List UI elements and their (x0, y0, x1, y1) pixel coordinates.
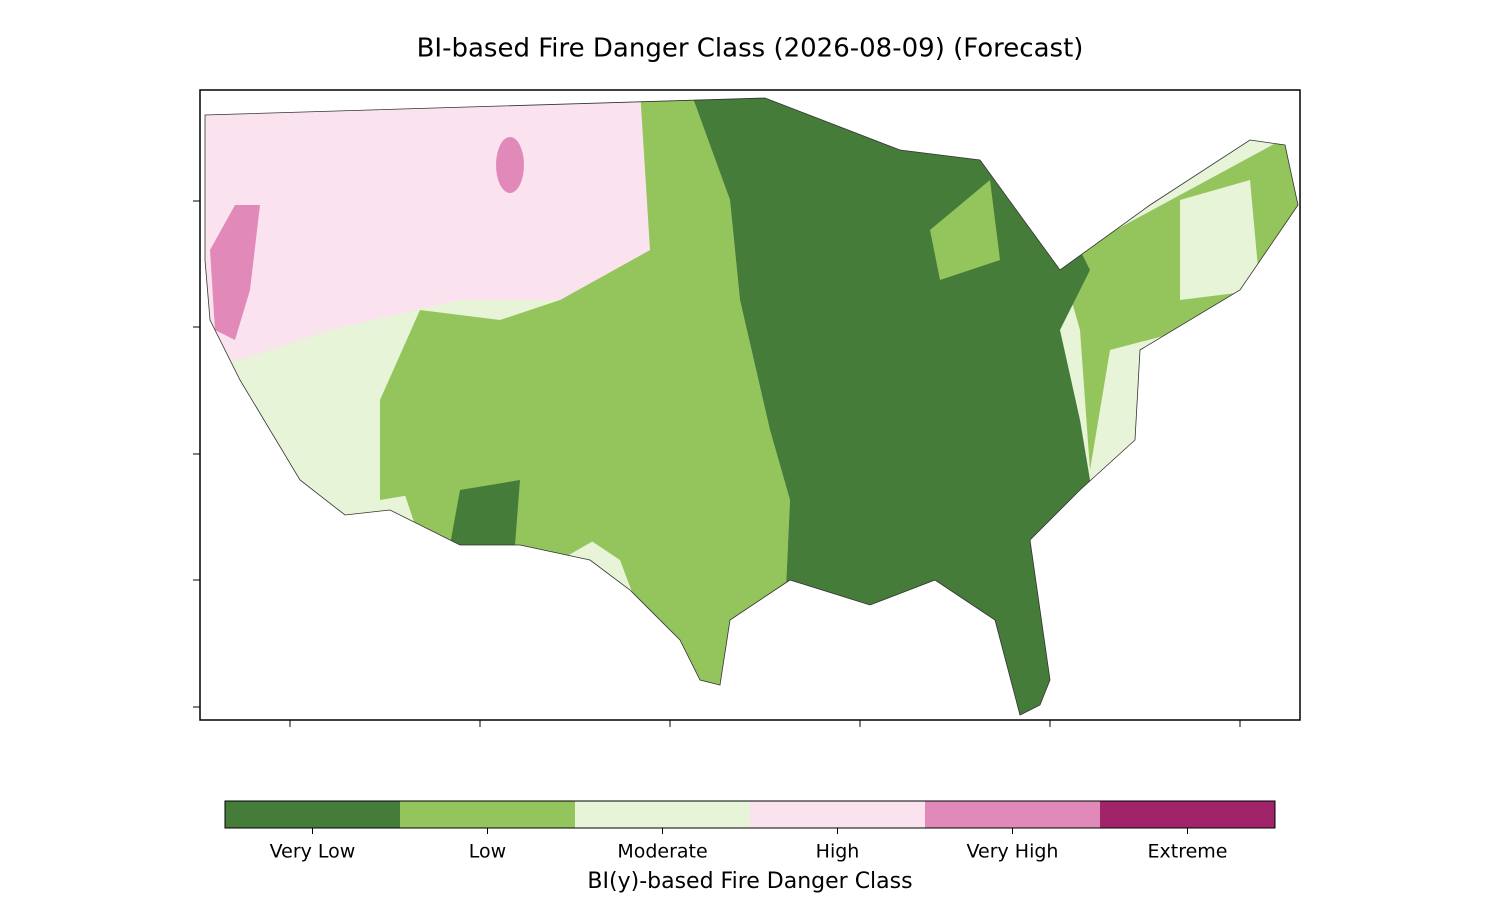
colorbar-tick-label: High (816, 841, 860, 863)
colorbar-segment (575, 801, 750, 828)
colorbar-frame (224, 800, 1276, 829)
colorbar-label: BI(y)-based Fire Danger Class (587, 869, 912, 894)
colorbar: Very Low Low Moderate High Very High Extreme (224, 800, 1276, 863)
map-region (450, 480, 520, 545)
colorbar-segment (750, 801, 925, 828)
colorbar-segment (1100, 801, 1275, 828)
map-region (380, 98, 790, 715)
colorbar-tick-label: Low (469, 841, 506, 863)
map (205, 98, 1298, 715)
us-outline (204, 97, 1299, 716)
frame-ticks (193, 200, 1241, 727)
colorbar-segment (925, 801, 1100, 828)
map-region (496, 137, 524, 193)
colorbar-tick-label: Very High (967, 841, 1059, 863)
map-region (205, 98, 650, 360)
map-title: BI-based Fire Danger Class (2026-08-09) … (417, 34, 1084, 64)
colorbar-segment (225, 801, 400, 828)
map-region (210, 205, 260, 340)
colorbar-segment (400, 801, 575, 828)
colorbar-tick-label: Moderate (617, 841, 707, 863)
map-region (380, 400, 630, 560)
colorbar-tick-label: Very Low (270, 841, 356, 863)
map-region (1180, 180, 1260, 300)
map-region (930, 180, 1000, 280)
map-frame (199, 89, 1301, 721)
colorbar-tick-label: Extreme (1148, 841, 1228, 863)
